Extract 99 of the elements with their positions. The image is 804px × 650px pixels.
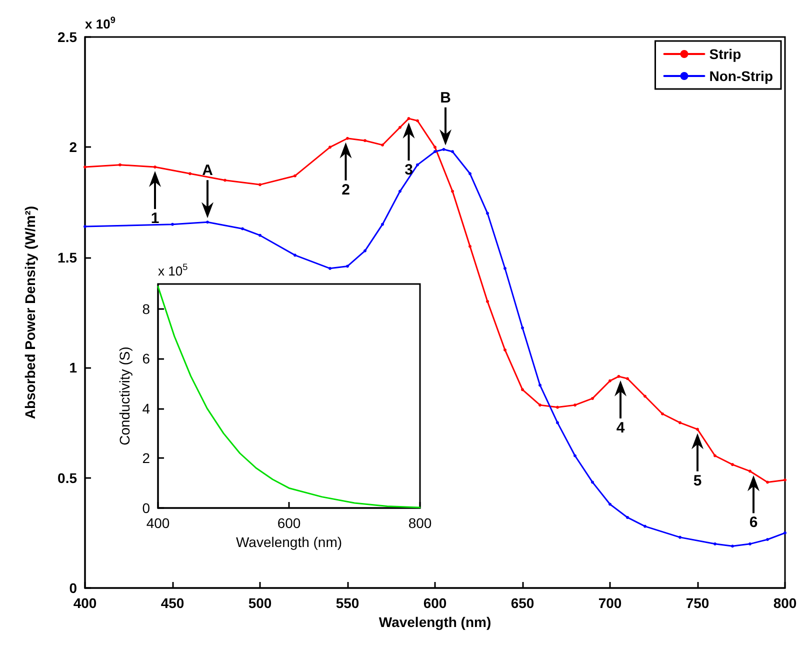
point bbox=[258, 183, 262, 186]
point bbox=[538, 384, 542, 387]
point bbox=[434, 146, 436, 149]
x-tick-label: 650 bbox=[510, 595, 534, 611]
point bbox=[364, 249, 366, 252]
point bbox=[766, 480, 769, 484]
point bbox=[407, 117, 410, 120]
point bbox=[468, 172, 472, 176]
x-tick-label: 550 bbox=[336, 595, 360, 611]
point bbox=[381, 222, 384, 226]
point bbox=[328, 266, 332, 270]
x-tick-label: 500 bbox=[248, 595, 272, 611]
y-tick-label: 2.5 bbox=[58, 29, 78, 45]
x-tick-label: 400 bbox=[73, 595, 97, 611]
point bbox=[748, 470, 752, 473]
point bbox=[468, 244, 472, 248]
annotation: 6 bbox=[749, 514, 758, 532]
point bbox=[644, 394, 646, 398]
point bbox=[118, 163, 122, 166]
point bbox=[591, 480, 594, 484]
annotation: x 10$^{5}$ bbox=[158, 262, 188, 278]
line-series bbox=[157, 286, 421, 508]
point bbox=[206, 220, 209, 224]
point bbox=[644, 524, 646, 528]
x-tick-label: 800 bbox=[773, 595, 797, 611]
point bbox=[346, 264, 349, 268]
point bbox=[328, 146, 332, 149]
point bbox=[521, 326, 524, 330]
point bbox=[784, 531, 786, 534]
x-tick-label: 600 bbox=[277, 515, 301, 531]
y-tick-label: 2 bbox=[142, 450, 150, 466]
x-tick-label: 700 bbox=[598, 595, 622, 611]
point bbox=[556, 406, 559, 409]
x-tick-label: 800 bbox=[408, 515, 432, 531]
y-axis-title: Absorbed Power Density (W/m²) bbox=[22, 206, 38, 420]
point bbox=[416, 163, 419, 166]
point bbox=[434, 150, 436, 154]
point bbox=[364, 139, 366, 142]
point bbox=[731, 463, 734, 466]
point bbox=[714, 454, 716, 458]
point bbox=[556, 421, 559, 424]
x-tick-label: 750 bbox=[686, 595, 710, 611]
y-tick-label: 6 bbox=[142, 350, 150, 367]
point bbox=[346, 136, 349, 140]
point bbox=[442, 148, 446, 151]
annotation: B bbox=[440, 89, 452, 106]
annotation: 3 bbox=[404, 162, 413, 179]
point bbox=[608, 502, 612, 506]
legend-label: Strip bbox=[709, 46, 742, 62]
line-series bbox=[84, 117, 786, 484]
point bbox=[416, 119, 419, 122]
point bbox=[574, 454, 576, 458]
point bbox=[617, 374, 620, 378]
point bbox=[504, 266, 506, 270]
x-axis-title: Wavelength (nm) bbox=[236, 534, 342, 550]
point bbox=[171, 222, 174, 226]
y-tick-label: 4 bbox=[142, 400, 150, 416]
point bbox=[241, 227, 244, 230]
point bbox=[486, 212, 489, 215]
y-axis-title: Conductivity (S) bbox=[116, 346, 132, 446]
y-tick-label: 0 bbox=[69, 580, 78, 596]
point bbox=[608, 379, 612, 382]
text: x 10$^{9}$ bbox=[85, 15, 116, 32]
y-tick-label: 1 bbox=[69, 360, 78, 376]
point bbox=[696, 428, 699, 431]
point bbox=[678, 536, 682, 539]
x-axis-title: Wavelength (nm) bbox=[378, 614, 492, 630]
point bbox=[574, 404, 576, 407]
point bbox=[398, 126, 402, 129]
point bbox=[258, 234, 262, 237]
y-tick-label: 8 bbox=[142, 300, 150, 317]
point bbox=[748, 542, 752, 546]
x-tick-label: 600 bbox=[423, 595, 447, 611]
y-tick-label: 0 bbox=[142, 500, 150, 516]
point bbox=[451, 150, 454, 154]
annotation: 4 bbox=[616, 419, 626, 436]
x-tick-label: 450 bbox=[160, 595, 184, 611]
point bbox=[521, 388, 524, 392]
annotation: 2 bbox=[342, 181, 350, 198]
point bbox=[224, 178, 226, 182]
point bbox=[714, 542, 716, 546]
y-tick-label: 0.5 bbox=[58, 470, 78, 486]
point bbox=[451, 190, 454, 193]
y-tick-label: 2 bbox=[69, 139, 78, 156]
point bbox=[538, 404, 542, 407]
y-tick-label: 1.5 bbox=[58, 249, 78, 266]
point bbox=[294, 254, 296, 257]
point bbox=[398, 190, 402, 193]
point bbox=[626, 377, 629, 380]
annotation: 5 bbox=[693, 472, 702, 490]
annotation: A bbox=[202, 162, 214, 180]
point bbox=[294, 174, 296, 178]
point bbox=[188, 172, 192, 176]
x-tick-label: 400 bbox=[146, 515, 170, 531]
point bbox=[731, 544, 734, 548]
line-series bbox=[84, 148, 786, 548]
legend-label: Non-Strip bbox=[709, 68, 773, 84]
point bbox=[678, 421, 682, 424]
point bbox=[661, 412, 664, 416]
